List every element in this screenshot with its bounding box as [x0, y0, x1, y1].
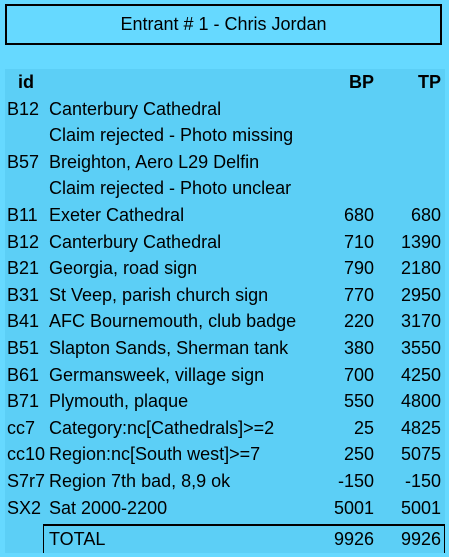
total-bp: 9926 [333, 529, 374, 549]
row-description: Canterbury Cathedral [49, 98, 222, 119]
table-row: B12 Canterbury Cathedral 710 1390 [5, 229, 445, 256]
row-description: Canterbury Cathedral [49, 231, 222, 252]
row-id: cc10 [7, 444, 46, 465]
row-description: AFC Bournemouth, club badge [49, 311, 297, 332]
table-row: SX2 Sat 2000-2200 5001 5001 [5, 495, 445, 522]
score-table: id BP TP B12 Canterbury Cathedral Claim … [5, 69, 445, 521]
row-description: Plymouth, plaque [49, 391, 189, 412]
table-row: cc7 Category:nc[Cathedrals]>=2 25 4825 [5, 415, 445, 442]
total-column-divider [43, 524, 44, 553]
row-tp: -150 [404, 470, 441, 491]
table-row: B41 AFC Bournemouth, club badge 220 3170 [5, 308, 445, 335]
row-description: Georgia, road sign [49, 258, 198, 279]
table-row: Claim rejected - Photo unclear [5, 175, 445, 202]
row-bp: 220 [343, 311, 374, 332]
table-row: B71 Plymouth, plaque 550 4800 [5, 388, 445, 415]
row-bp: 700 [343, 364, 374, 385]
total-column-divider [444, 524, 445, 553]
row-description: Slapton Sands, Sherman tank [49, 337, 289, 358]
row-bp: 790 [343, 258, 374, 279]
table-header-row: id BP TP [5, 69, 445, 96]
total-row: TOTAL 9926 9926 [5, 526, 445, 553]
row-id: B41 [7, 311, 40, 332]
table-row: B51 Slapton Sands, Sherman tank 380 3550 [5, 335, 445, 362]
row-description: St Veep, parish church sign [49, 284, 269, 305]
row-description: Germansweek, village sign [49, 364, 265, 385]
row-tp: 4800 [400, 391, 441, 412]
row-bp: 680 [343, 204, 374, 225]
row-tp: 5075 [400, 444, 441, 465]
row-id: B71 [7, 391, 40, 412]
row-id: B21 [7, 258, 40, 279]
entrant-header: Entrant # 1 - Chris Jordan [5, 4, 442, 45]
row-tp: 1390 [400, 231, 441, 252]
row-tp: 3170 [400, 311, 441, 332]
row-bp: 5001 [333, 497, 374, 518]
row-tp: 2180 [400, 258, 441, 279]
row-bp: 710 [343, 231, 374, 252]
score-sheet: id BP TP B12 Canterbury Cathedral Claim … [5, 69, 445, 553]
row-bp: 25 [353, 417, 374, 438]
row-id: B57 [7, 151, 40, 172]
row-id: S7r7 [7, 470, 46, 491]
table-row: B11 Exeter Cathedral 680 680 [5, 202, 445, 229]
row-id: B51 [7, 337, 40, 358]
row-description: Claim rejected - Photo unclear [49, 178, 292, 199]
row-bp: -150 [337, 470, 374, 491]
row-description: Sat 2000-2200 [49, 497, 168, 518]
row-tp: 4825 [400, 417, 441, 438]
table-row: S7r7 Region 7th bad, 8,9 ok -150 -150 [5, 468, 445, 495]
row-id: B12 [7, 98, 40, 119]
table-row: B21 Georgia, road sign 790 2180 [5, 255, 445, 282]
row-description: Region 7th bad, 8,9 ok [49, 470, 231, 491]
total-label: TOTAL [49, 529, 106, 549]
table-row: B57 Breighton, Aero L29 Delfin [5, 149, 445, 176]
table-row: B61 Germansweek, village sign 700 4250 [5, 362, 445, 389]
row-id: B12 [7, 231, 40, 252]
column-header-id: id [18, 72, 34, 92]
entrant-title: Entrant # 1 - Chris Jordan [120, 14, 327, 34]
row-tp: 4250 [400, 364, 441, 385]
column-header-tp: TP [417, 72, 441, 92]
total-separator [43, 524, 445, 526]
row-description: Claim rejected - Photo missing [49, 125, 294, 146]
row-tp: 2950 [400, 284, 441, 305]
row-id: B61 [7, 364, 40, 385]
table-row: B31 St Veep, parish church sign 770 2950 [5, 282, 445, 309]
table-row: Claim rejected - Photo missing [5, 122, 445, 149]
table-row: cc10 Region:nc[South west]>=7 250 5075 [5, 441, 445, 468]
row-description: Breighton, Aero L29 Delfin [49, 151, 260, 172]
row-bp: 550 [343, 391, 374, 412]
row-description: Category:nc[Cathedrals]>=2 [49, 417, 275, 438]
row-tp: 3550 [400, 337, 441, 358]
table-row: B12 Canterbury Cathedral [5, 96, 445, 123]
row-bp: 770 [343, 284, 374, 305]
row-bp: 250 [343, 444, 374, 465]
row-id: B31 [7, 284, 40, 305]
row-description: Region:nc[South west]>=7 [49, 444, 261, 465]
total-tp: 9926 [400, 529, 441, 549]
column-header-bp: BP [348, 72, 374, 92]
row-id: cc7 [7, 417, 36, 438]
row-description: Exeter Cathedral [49, 204, 185, 225]
row-tp: 680 [410, 204, 441, 225]
row-tp: 5001 [400, 497, 441, 518]
row-bp: 380 [343, 337, 374, 358]
row-id: B11 [7, 204, 38, 225]
row-id: SX2 [7, 497, 42, 518]
